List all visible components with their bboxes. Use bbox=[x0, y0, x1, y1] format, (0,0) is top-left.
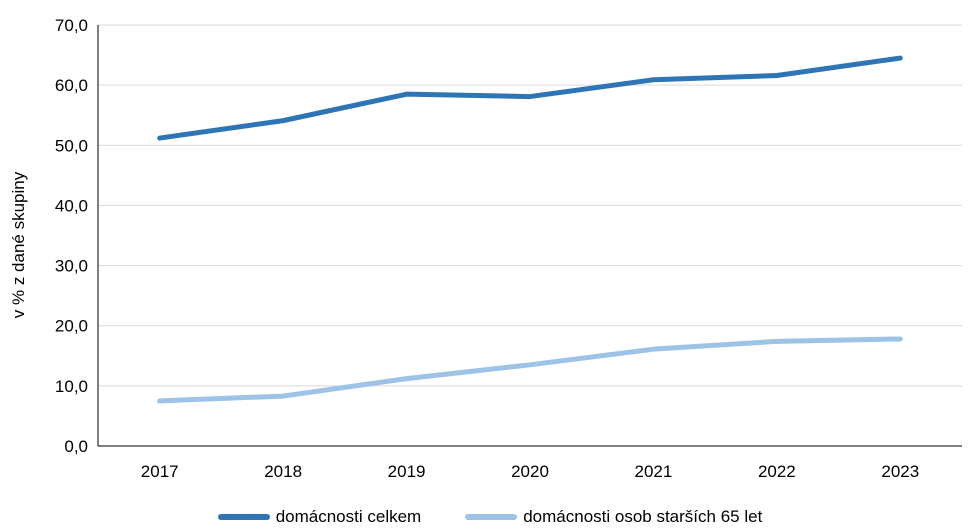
legend: domácnosti celkem domácnosti osob starší… bbox=[0, 505, 980, 529]
y-tick-label: 40,0 bbox=[55, 196, 88, 215]
series-line-65plus bbox=[157, 336, 903, 404]
y-tick-label: 50,0 bbox=[55, 136, 88, 155]
x-tick-label: 2018 bbox=[264, 462, 302, 481]
legend-label-total: domácnosti celkem bbox=[275, 507, 422, 526]
legend-item-65plus: domácnosti osob starších 65 let bbox=[465, 507, 762, 527]
gridlines bbox=[97, 24, 962, 447]
x-tick-labels: 2017 2018 2019 2020 2021 2022 2023 bbox=[141, 462, 919, 481]
x-tick-label: 2023 bbox=[881, 462, 919, 481]
y-tick-label: 10,0 bbox=[55, 377, 88, 396]
x-tick-label: 2020 bbox=[511, 462, 549, 481]
y-axis-title: v % z dané skupiny bbox=[9, 171, 28, 318]
y-tick-label: 60,0 bbox=[55, 76, 88, 95]
series-line-total bbox=[157, 55, 903, 141]
y-tick-label: 70,0 bbox=[55, 16, 88, 35]
y-tick-labels: 0,0 10,0 20,0 30,0 40,0 50,0 60,0 70,0 bbox=[55, 16, 88, 456]
line-chart: 0,0 10,0 20,0 30,0 40,0 50,0 60,0 70,0 2017 2018… bbox=[9, 16, 962, 481]
x-tick-label: 2017 bbox=[141, 462, 179, 481]
legend-swatch-total bbox=[217, 514, 270, 520]
legend-swatch-65plus bbox=[465, 514, 518, 520]
legend-label-65plus: domácnosti osob starších 65 let bbox=[523, 507, 763, 526]
series-lines bbox=[157, 55, 903, 404]
x-tick-label: 2022 bbox=[758, 462, 796, 481]
y-tick-label: 0,0 bbox=[64, 437, 88, 456]
y-tick-label: 30,0 bbox=[55, 257, 88, 276]
legend-item-total: domácnosti celkem bbox=[217, 507, 422, 527]
y-tick-label: 20,0 bbox=[55, 317, 88, 336]
x-tick-label: 2019 bbox=[388, 462, 426, 481]
x-tick-label: 2021 bbox=[635, 462, 673, 481]
